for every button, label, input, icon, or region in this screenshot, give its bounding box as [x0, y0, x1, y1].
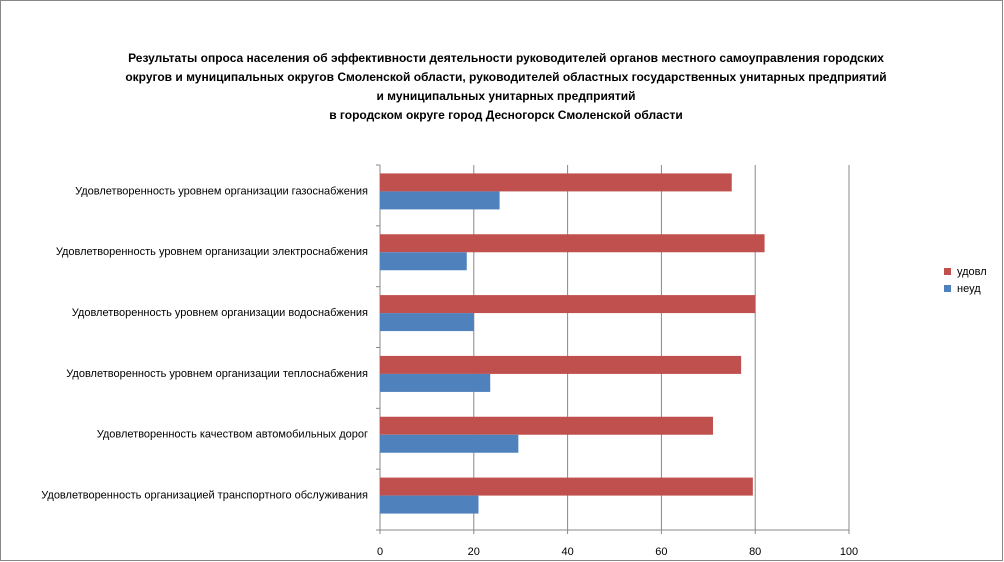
bar — [380, 252, 467, 271]
legend-label: неуд — [957, 283, 981, 295]
title-line: округов и муниципальных округов Смоленск… — [125, 70, 886, 84]
bar — [380, 434, 519, 453]
title-line: в городском округе город Десногорск Смол… — [329, 108, 683, 122]
bar — [380, 191, 500, 210]
x-tick-label: 60 — [655, 546, 667, 558]
bar — [380, 495, 479, 514]
bar — [380, 295, 756, 314]
legend-swatch — [944, 285, 951, 292]
title-line: Результаты опроса населения об эффективн… — [128, 51, 884, 65]
bar — [380, 355, 742, 374]
title-line: и муниципальных унитарных предприятий — [376, 89, 635, 103]
x-tick-label: 0 — [377, 546, 383, 558]
y-tick-label: Удовлетворенность уровнем организации эл… — [56, 246, 368, 258]
bar — [380, 373, 491, 392]
y-tick-label: Удовлетворенность уровнем организации во… — [72, 307, 368, 319]
bar — [380, 416, 713, 435]
y-tick-label: Удовлетворенность организацией транспорт… — [41, 489, 368, 501]
y-tick-label: Удовлетворенность качеством автомобильны… — [97, 429, 368, 441]
x-tick-label: 20 — [468, 546, 480, 558]
x-tick-label: 80 — [749, 546, 761, 558]
legend-label: удовл — [957, 266, 987, 278]
legend-swatch — [944, 268, 951, 275]
chart-title: Результаты опроса населения об эффективн… — [125, 51, 886, 122]
bar — [380, 313, 474, 332]
x-tick-label: 100 — [840, 546, 858, 558]
x-tick-label: 40 — [561, 546, 573, 558]
bar — [380, 234, 765, 253]
y-tick-label: Удовлетворенность уровнем организации га… — [75, 185, 368, 197]
bar — [380, 173, 732, 192]
bar — [380, 477, 753, 496]
y-tick-label: Удовлетворенность уровнем организации те… — [66, 368, 368, 380]
